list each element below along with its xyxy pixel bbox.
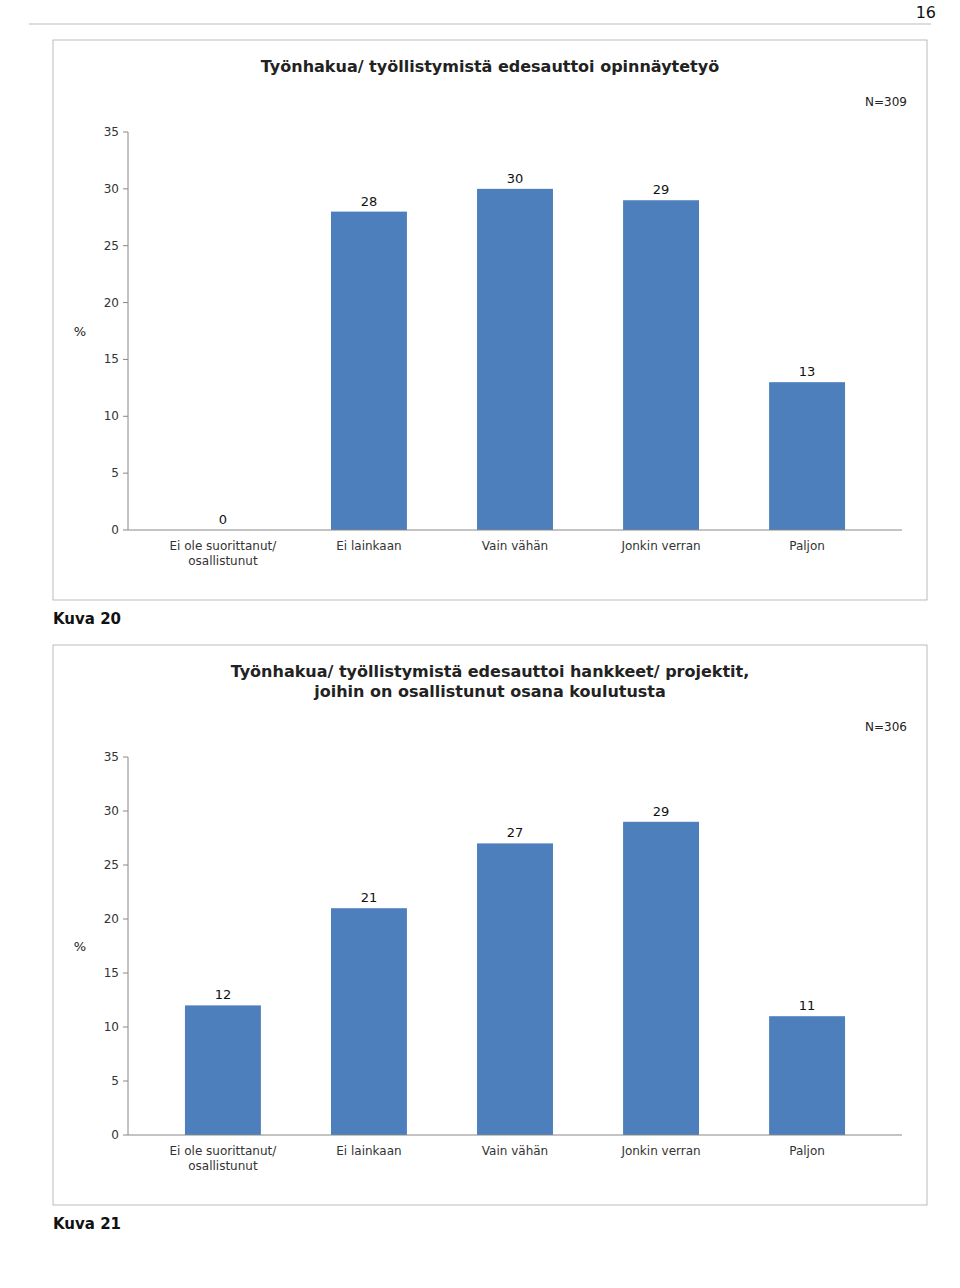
x-tick-label: Ei lainkaan <box>336 1144 401 1158</box>
bar <box>477 843 553 1135</box>
text-line: Paljon <box>789 539 825 553</box>
data-label: 13 <box>799 364 816 379</box>
y-axis-line <box>128 757 129 1135</box>
data-label: 29 <box>653 804 670 819</box>
y-axis-label: % <box>74 324 86 339</box>
panel-frame <box>53 40 927 600</box>
text-line: Paljon <box>789 1144 825 1158</box>
data-label: 0 <box>219 512 227 527</box>
data-label: 29 <box>653 182 670 197</box>
y-tick-label: 0 <box>111 523 119 537</box>
y-tick <box>123 132 128 133</box>
y-tick <box>123 473 128 474</box>
text-line: Jonkin verran <box>620 539 700 553</box>
x-tick-label: Ei lainkaan <box>336 539 401 553</box>
y-tick-label: 35 <box>104 125 119 139</box>
y-tick-label: 20 <box>104 912 119 926</box>
bar <box>623 822 699 1135</box>
x-tick-label: Jonkin verran <box>620 1144 700 1158</box>
y-tick-label: 15 <box>104 352 119 366</box>
bar <box>477 189 553 530</box>
data-label: 12 <box>215 987 232 1002</box>
text-line: Ei ole suorittanut/ <box>170 1144 278 1158</box>
figure-caption: Kuva 20 <box>53 610 121 628</box>
text-line: Ei lainkaan <box>336 539 401 553</box>
page-number: 16 <box>916 3 936 22</box>
y-tick-label: 5 <box>111 466 119 480</box>
x-tick-label: Ei ole suorittanut/osallistunut <box>170 1144 278 1173</box>
y-tick-label: 10 <box>104 409 119 423</box>
y-tick <box>123 302 128 303</box>
y-tick <box>123 811 128 812</box>
y-tick <box>123 973 128 974</box>
y-tick <box>123 245 128 246</box>
panel-frame <box>53 645 927 1205</box>
page-rule <box>29 24 931 25</box>
x-tick-label: Jonkin verran <box>620 539 700 553</box>
text-line: joihin on osallistunut osana koulutusta <box>313 682 666 701</box>
data-label: 27 <box>507 825 524 840</box>
text-line: osallistunut <box>188 1159 258 1173</box>
x-axis-line <box>128 1135 902 1136</box>
y-tick-label: 35 <box>104 750 119 764</box>
y-tick <box>123 757 128 758</box>
y-tick <box>123 865 128 866</box>
bar <box>331 212 407 530</box>
y-tick-label: 20 <box>104 296 119 310</box>
x-tick-label: Vain vähän <box>482 1144 548 1158</box>
sample-size: N=306 <box>865 720 907 734</box>
text-line: Ei ole suorittanut/ <box>170 539 278 553</box>
text-line: Työnhakua/ työllistymistä edesauttoi han… <box>231 662 750 681</box>
y-tick <box>123 919 128 920</box>
page: Työnhakua/ työllistymistä edesauttoi opi… <box>0 0 960 1288</box>
chart-panel: Työnhakua/ työllistymistä edesauttoi han… <box>53 645 927 1233</box>
text-line: Työnhakua/ työllistymistä edesauttoi opi… <box>261 57 719 76</box>
figure-caption: Kuva 21 <box>53 1215 121 1233</box>
bar <box>769 382 845 530</box>
bars <box>331 189 845 530</box>
y-tick <box>123 1135 128 1136</box>
text-line: Ei lainkaan <box>336 1144 401 1158</box>
y-tick <box>123 188 128 189</box>
bars <box>185 822 845 1135</box>
y-tick-label: 0 <box>111 1128 119 1142</box>
data-label: 21 <box>361 890 378 905</box>
y-axis-line <box>128 132 129 530</box>
x-tick-label: Paljon <box>789 1144 825 1158</box>
text-line: Jonkin verran <box>620 1144 700 1158</box>
y-tick-label: 5 <box>111 1074 119 1088</box>
y-tick <box>123 416 128 417</box>
data-label: 28 <box>361 194 378 209</box>
data-label: 30 <box>507 171 524 186</box>
text-line: Vain vähän <box>482 1144 548 1158</box>
bar <box>331 908 407 1135</box>
y-tick <box>123 1081 128 1082</box>
x-tick-label: Vain vähän <box>482 539 548 553</box>
y-axis-label: % <box>74 939 86 954</box>
page-background <box>0 0 960 1288</box>
x-tick-label: Ei ole suorittanut/osallistunut <box>170 539 278 568</box>
chart-title: Työnhakua/ työllistymistä edesauttoi opi… <box>261 57 719 76</box>
data-label: 11 <box>799 998 816 1013</box>
text-line: Vain vähän <box>482 539 548 553</box>
sample-size: N=309 <box>865 95 907 109</box>
y-tick-label: 25 <box>104 239 119 253</box>
x-axis-line <box>128 530 902 531</box>
bar <box>185 1005 261 1135</box>
y-tick-label: 15 <box>104 966 119 980</box>
chart-panel: Työnhakua/ työllistymistä edesauttoi opi… <box>53 3 936 628</box>
y-tick-label: 30 <box>104 182 119 196</box>
y-tick-label: 10 <box>104 1020 119 1034</box>
y-tick-label: 25 <box>104 858 119 872</box>
chart-title: Työnhakua/ työllistymistä edesauttoi han… <box>231 662 750 701</box>
y-tick <box>123 530 128 531</box>
bar <box>769 1016 845 1135</box>
y-tick-label: 30 <box>104 804 119 818</box>
bar <box>623 200 699 530</box>
text-line: osallistunut <box>188 554 258 568</box>
x-tick-label: Paljon <box>789 539 825 553</box>
y-tick <box>123 359 128 360</box>
y-tick <box>123 1027 128 1028</box>
